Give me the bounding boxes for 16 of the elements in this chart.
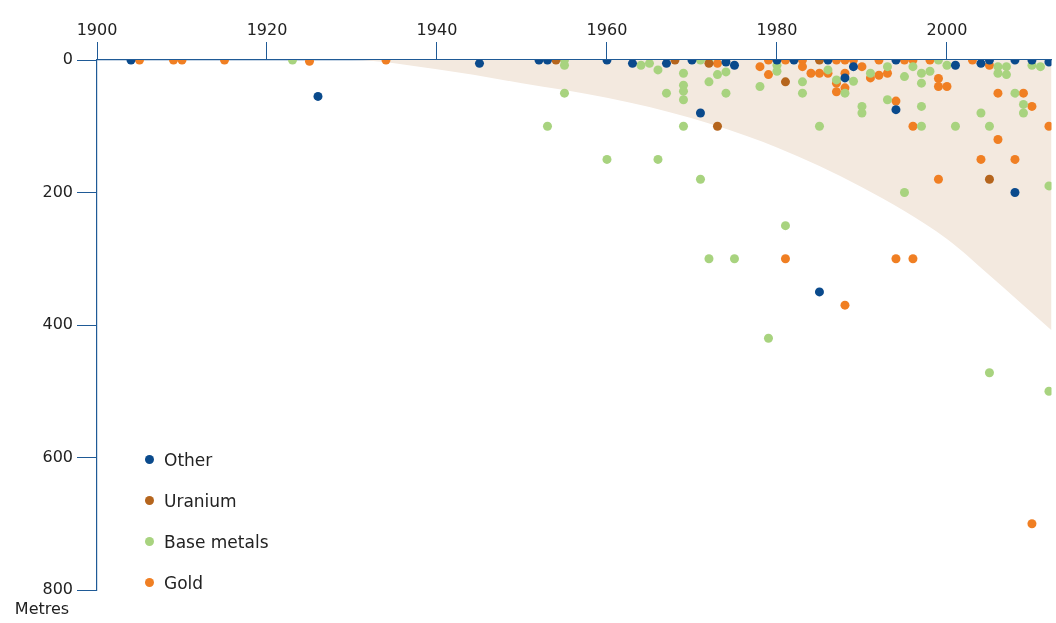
y-tick-label: 800 bbox=[42, 579, 73, 599]
x-tick-label: 1940 bbox=[416, 19, 458, 39]
y-tick-label: 400 bbox=[42, 314, 73, 334]
legend-label: Other bbox=[164, 449, 213, 470]
y-axis-title: Metres bbox=[14, 599, 70, 619]
y-tick-label: 600 bbox=[42, 446, 73, 466]
y-tick-label: 200 bbox=[42, 181, 73, 201]
legend-label: Gold bbox=[164, 572, 204, 593]
x-tick-label: 1960 bbox=[586, 19, 628, 39]
x-tick-label: 1920 bbox=[246, 19, 288, 39]
legend-label: Base metals bbox=[164, 531, 269, 552]
x-tick-label: 1900 bbox=[76, 19, 118, 39]
y-tick-label: 0 bbox=[62, 49, 73, 69]
legend-label: Uranium bbox=[164, 490, 237, 511]
x-tick-label: 1980 bbox=[756, 19, 798, 39]
x-tick-label: 2000 bbox=[926, 19, 968, 39]
